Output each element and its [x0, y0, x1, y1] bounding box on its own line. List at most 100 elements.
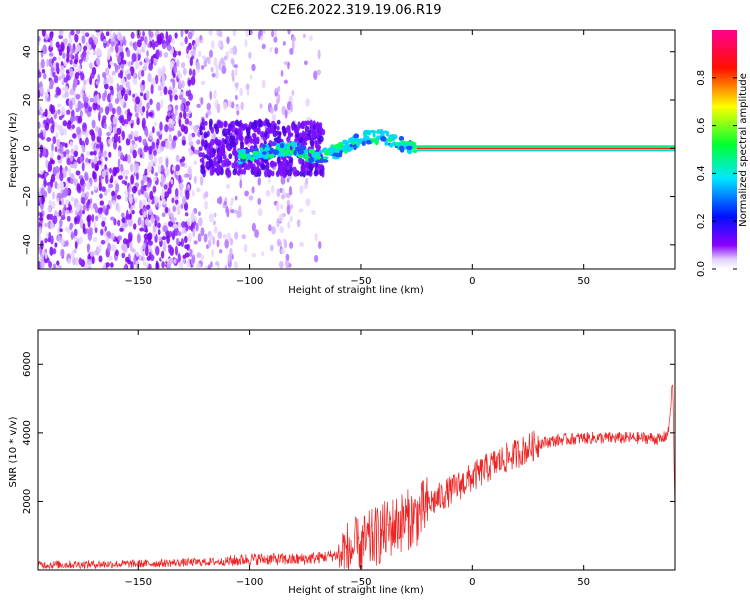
spectrogram-ridge-blob	[361, 140, 366, 147]
spectrogram-speckle	[187, 233, 192, 243]
spectrogram-speckle	[81, 162, 85, 172]
spectrogram-speckle	[276, 188, 281, 198]
spectrogram-speckle	[56, 197, 60, 203]
spectrogram-speckle	[213, 89, 217, 100]
spectrogram-speckle	[160, 98, 164, 108]
spectrogram-speckle	[105, 236, 110, 243]
spectrogram-ridge-blob	[392, 141, 396, 146]
spectrogram-speckle	[168, 118, 173, 124]
spectrogram-speckle	[143, 233, 149, 240]
y-tick-label: 40	[22, 45, 33, 58]
spectrogram-speckle	[108, 102, 113, 112]
spectrogram-speckle	[155, 260, 159, 269]
spectrogram-speckle	[318, 126, 324, 134]
spectrogram-speckle	[119, 227, 124, 232]
spectrogram-speckle	[197, 233, 202, 243]
spectrogram-ridge-blob	[409, 140, 414, 146]
spectrogram-speckle	[139, 227, 144, 232]
spectrogram-speckle	[298, 208, 304, 213]
spectrogram-speckle	[201, 159, 205, 166]
y-tick-label: 0	[22, 145, 33, 151]
spectrogram-speckle	[78, 59, 83, 65]
spectrogram-speckle	[166, 260, 172, 269]
x-tick-label: 50	[577, 276, 590, 287]
spectrogram-speckle	[160, 174, 165, 184]
spectrogram-speckle	[178, 50, 182, 56]
spectrogram-speckle	[149, 98, 153, 106]
spectrogram-speckle	[278, 213, 284, 222]
spectrogram-speckle	[141, 69, 145, 77]
spectrogram-ridge-blob	[380, 136, 387, 142]
spectrogram-speckle	[286, 163, 292, 168]
spectrogram-speckle	[126, 73, 132, 80]
spectrogram-speckle	[108, 151, 112, 158]
spectrogram-speckle	[209, 143, 213, 152]
spectrogram-speckle	[233, 209, 239, 214]
spectrogram-ridge-blob	[342, 139, 348, 145]
spectrogram-speckle	[146, 50, 149, 57]
spectrogram-speckle	[213, 56, 218, 67]
spectrogram-speckle	[180, 203, 184, 210]
spectrogram-speckle	[223, 101, 228, 111]
spectrogram-speckle	[178, 118, 182, 128]
spectrogram-speckle	[146, 182, 152, 188]
spectrogram-speckle	[230, 57, 234, 65]
colorbar: 0.0 0.2 0.4 0.6 0.8 Normalized spectral ampl…	[696, 30, 749, 277]
spectrogram-speckle	[55, 131, 59, 139]
spectrogram-speckle	[70, 230, 74, 240]
spectrogram-speckle	[180, 238, 185, 248]
spectrogram-speckle	[171, 37, 175, 45]
spectrogram-speckle	[178, 182, 184, 190]
spectrogram-speckle	[98, 106, 104, 114]
spectrogram-speckle	[112, 244, 117, 252]
spectrogram-speckle	[69, 59, 73, 65]
spectrogram-y-axis: −40 −20 0 20 40	[22, 45, 675, 255]
spectrogram-speckle	[208, 234, 214, 241]
spectrogram-speckle	[270, 160, 274, 167]
spectrogram-speckle	[207, 239, 212, 248]
spectrogram-speckle	[88, 62, 94, 70]
spectrogram-speckle	[191, 254, 196, 264]
spectrogram-speckle	[43, 178, 47, 188]
spectrogram-speckle	[174, 94, 179, 101]
colorbar-tick-label: 0.8	[696, 70, 707, 86]
spectrogram-speckle	[277, 155, 281, 164]
spectrogram-speckle	[132, 149, 137, 159]
spectrogram-speckle	[52, 166, 57, 177]
spectrogram-speckle	[186, 258, 190, 268]
spectrogram-speckle	[187, 165, 193, 176]
spectrogram-speckle	[128, 89, 132, 96]
colorbar-axis: 0.0 0.2 0.4 0.6 0.8	[696, 70, 737, 277]
spectrogram-speckle	[81, 35, 86, 44]
spectrogram-speckle	[156, 131, 161, 136]
spectrogram-speckle	[172, 78, 176, 89]
spectrogram-speckle	[289, 47, 294, 55]
spectrogram-speckle	[170, 179, 174, 185]
snr-frame	[37, 329, 676, 571]
spectrogram-speckle	[140, 36, 145, 42]
spectrogram-speckle	[49, 40, 53, 48]
spectrogram-heatmap	[38, 30, 675, 269]
spectrogram-speckle	[188, 120, 193, 126]
spectrogram-ridge-blob	[405, 145, 413, 151]
spectrogram-speckle	[213, 212, 217, 218]
spectrogram-speckle	[44, 251, 48, 260]
spectrogram-speckle	[50, 200, 56, 210]
spectrogram-speckle	[104, 83, 109, 90]
spectrogram-speckle	[137, 147, 143, 156]
spectrogram-speckle	[59, 164, 63, 174]
spectrogram-speckle	[239, 179, 243, 189]
spectrogram-speckle	[169, 62, 173, 71]
spectrogram-speckle	[95, 30, 101, 33]
spectrogram-speckle	[245, 30, 250, 37]
spectrogram-ridge-blob	[353, 133, 360, 139]
spectrogram-speckle	[145, 204, 151, 211]
spectrogram-speckle	[146, 109, 149, 119]
spectrogram-speckle	[46, 58, 49, 68]
spectrogram-speckle	[284, 61, 289, 66]
spectrogram-speckle	[274, 47, 279, 55]
spectrogram-ridge-blob	[354, 138, 360, 142]
spectrogram-speckle	[48, 52, 54, 57]
spectrogram-speckle	[69, 154, 74, 162]
spectrogram-speckle	[168, 133, 172, 142]
